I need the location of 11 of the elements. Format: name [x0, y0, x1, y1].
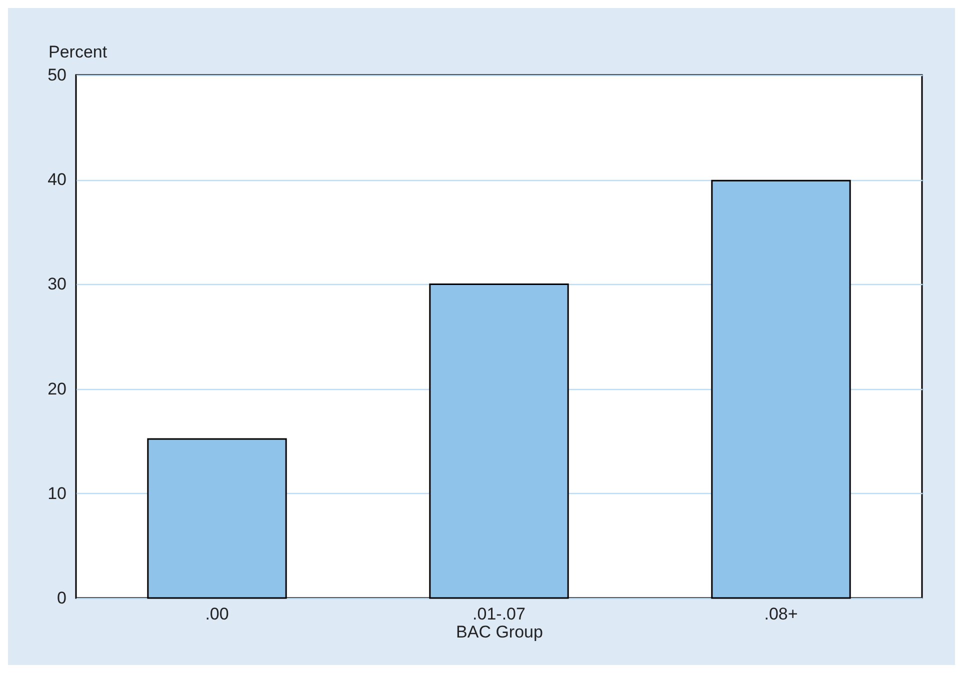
y-tick-label: 30 [48, 274, 66, 294]
y-tick-label: 20 [48, 379, 66, 398]
x-tick-label: .08+ [764, 604, 798, 624]
x-axis-title: BAC Group [456, 622, 543, 642]
y-axis-title: Percent [48, 42, 108, 62]
x-tick-label: .00 [205, 604, 229, 624]
x-tick-label: .01-.07 [472, 604, 526, 624]
y-tick-label: 40 [48, 170, 66, 190]
y-tick-label: 50 [48, 66, 66, 84]
y-tick-label: 10 [48, 484, 66, 503]
y-tick-label: 0 [57, 588, 66, 608]
